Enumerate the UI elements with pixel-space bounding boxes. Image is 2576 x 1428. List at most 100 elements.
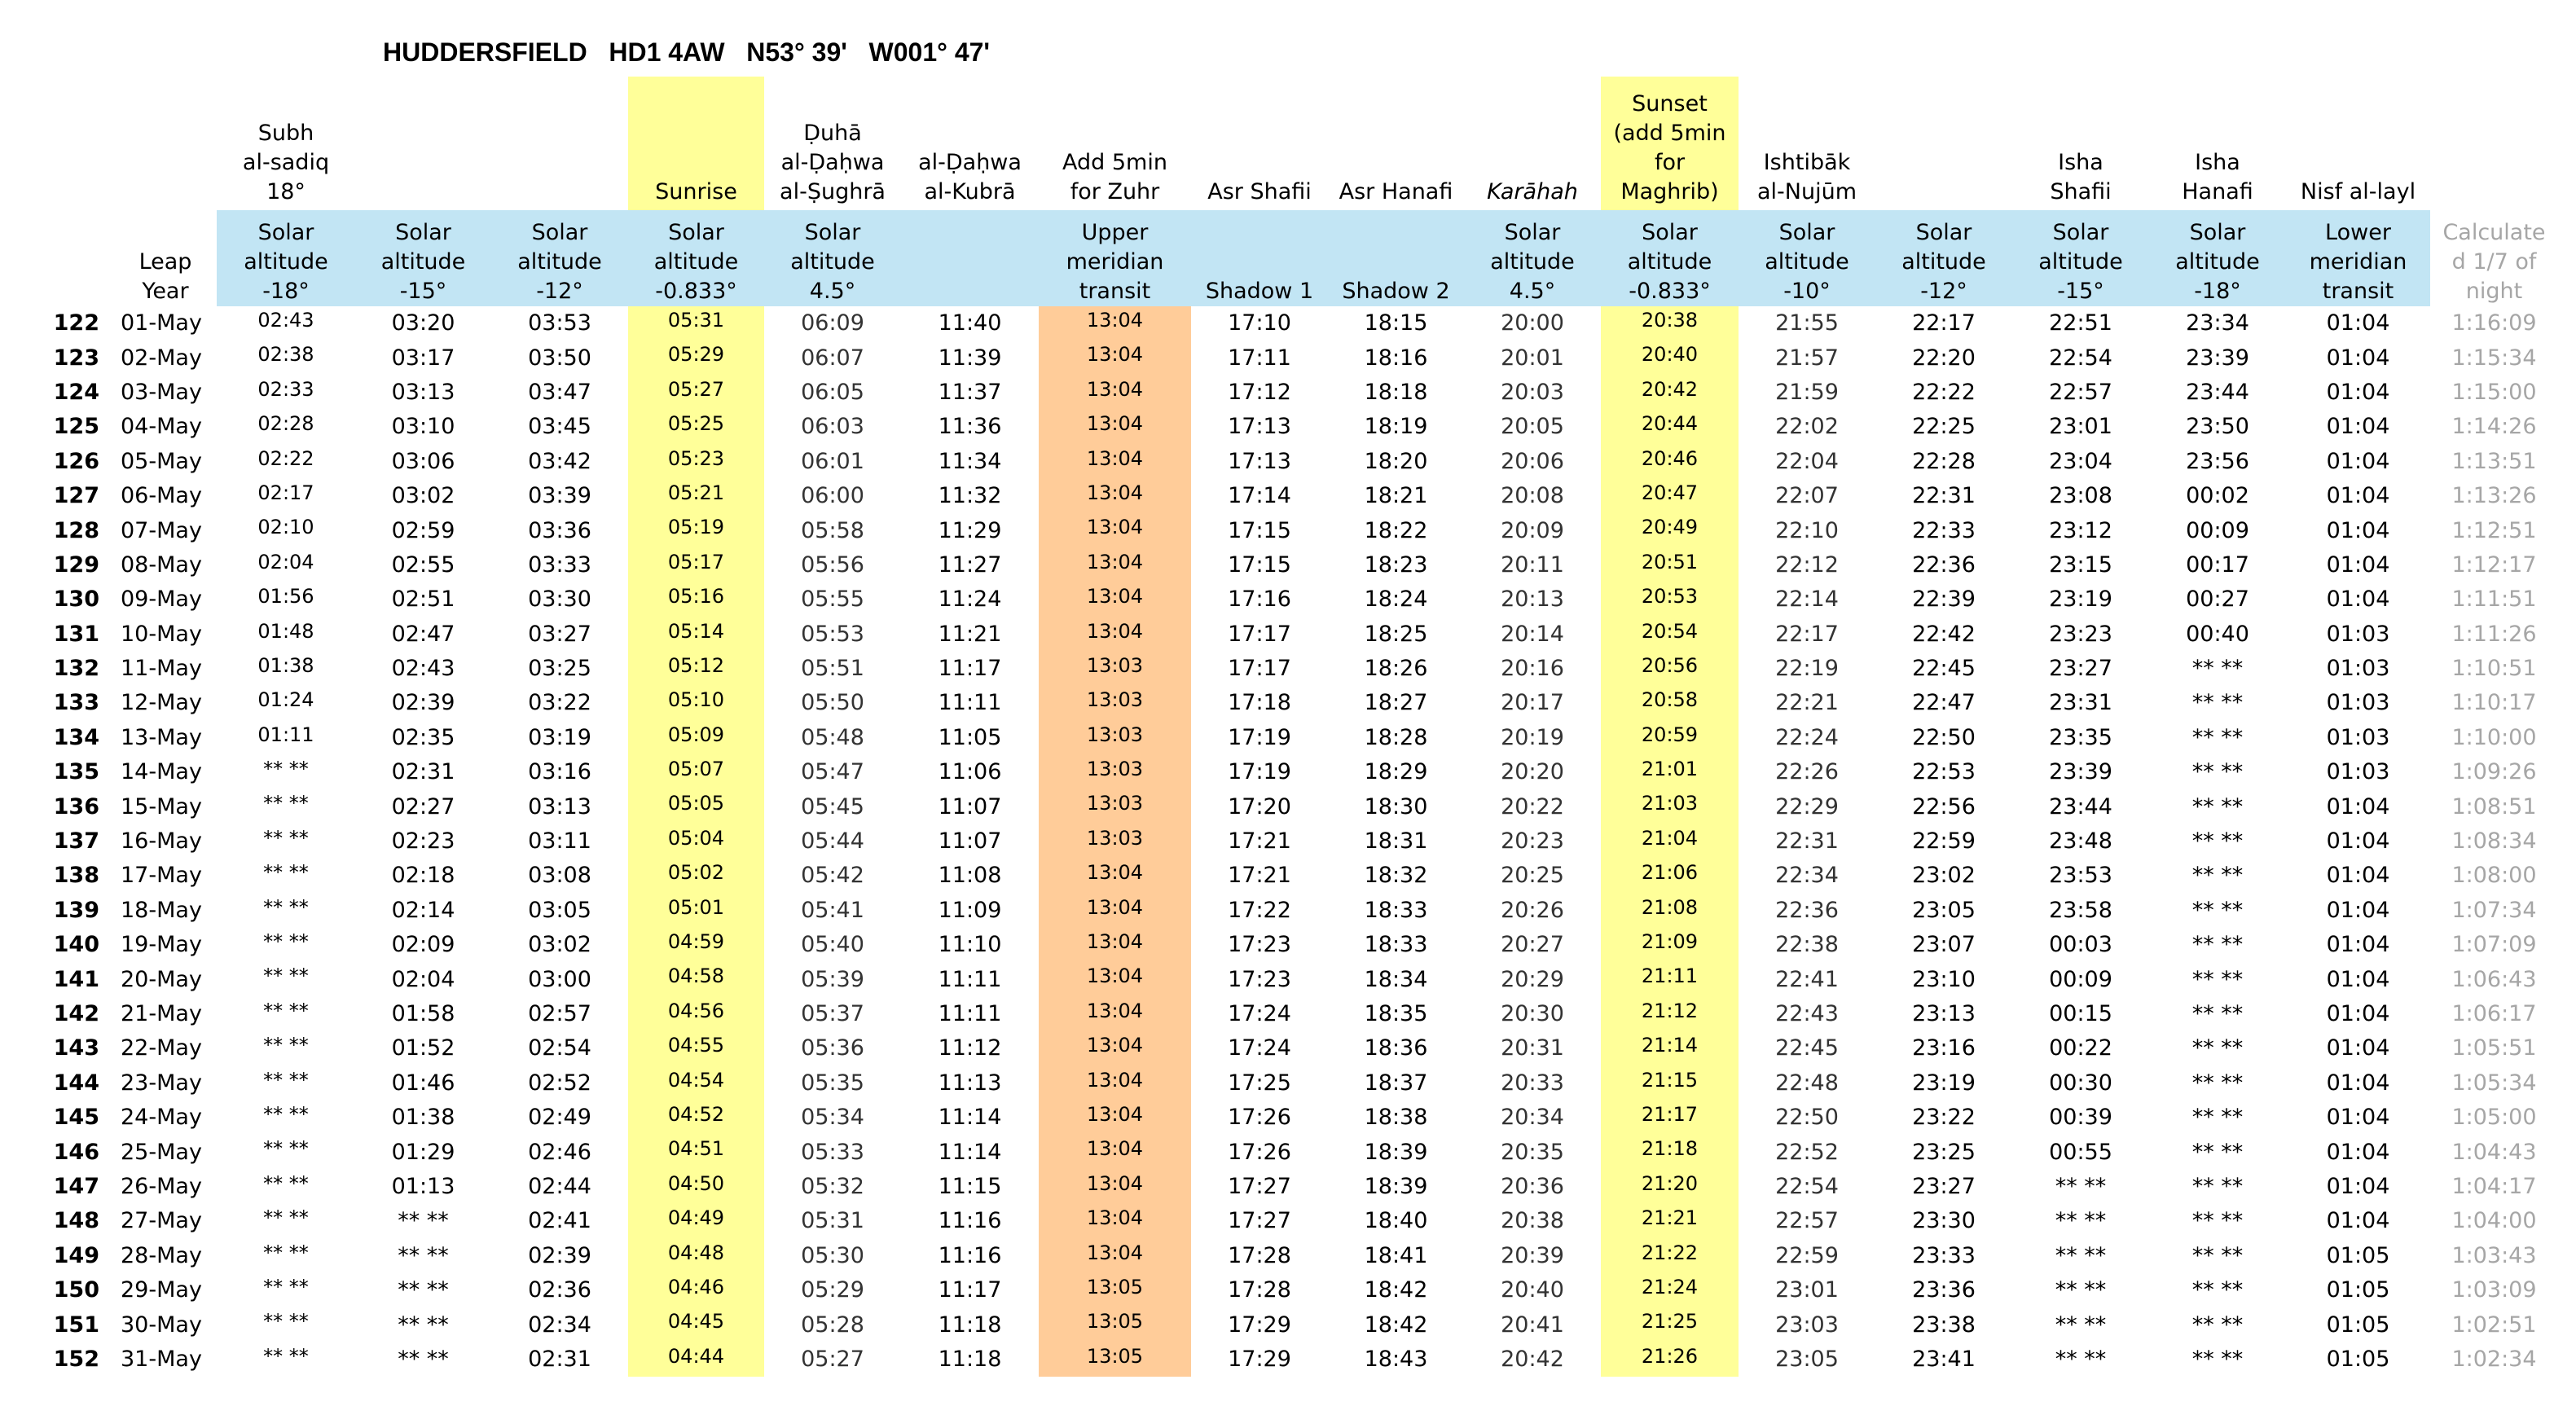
cell-karahah: 20:09	[1501, 517, 1564, 543]
cell-alt15: 02:39	[391, 690, 455, 716]
cell-ishtibak: 22:04	[1775, 448, 1839, 474]
cell-zuhr: 13:05	[1039, 1342, 1191, 1377]
cell-subh: ** **	[263, 1034, 309, 1057]
column-definition-date: Leap Year	[114, 210, 217, 306]
cell-karahah: 20:34	[1501, 1105, 1564, 1131]
column-title-calc	[2430, 77, 2558, 210]
cell-ishtibak: 23:03	[1775, 1312, 1839, 1338]
cell-nisf: 01:04	[2326, 828, 2390, 855]
cell-subh: 02:04	[257, 550, 314, 573]
cell-sunrise: 04:59	[628, 928, 764, 963]
cell-asr_hanafi: 18:27	[1364, 690, 1428, 716]
cell-ishtibak: 22:14	[1775, 587, 1839, 613]
cell-isha_hanafi: 00:09	[2186, 517, 2249, 543]
cell-isha_hanafi: ** **	[2191, 759, 2244, 785]
cell-date: 02-May	[121, 345, 202, 371]
cell-asr_shafii: 17:18	[1228, 690, 1291, 716]
cell-day: 133	[53, 690, 99, 716]
table-row: 128 07-May 02:10 02:59 03:36 05:19 05:58 11:29 1…	[33, 513, 2558, 548]
cell-ishtibak: 22:38	[1775, 932, 1839, 958]
cell-karahah: 20:14	[1501, 621, 1564, 647]
cell-asr_hanafi: 18:41	[1364, 1242, 1428, 1268]
cell-subh: ** **	[263, 999, 309, 1022]
cell-sunset: 21:04	[1601, 824, 1739, 859]
cell-karahah: 20:23	[1501, 828, 1564, 855]
cell-day: 138	[53, 863, 99, 889]
cell-alt12e: 22:50	[1912, 724, 1976, 750]
column-definition-kubra	[901, 210, 1039, 306]
cell-zuhr: 13:04	[1039, 341, 1191, 376]
cell-zuhr: 13:05	[1039, 1272, 1191, 1308]
cell-ishtibak: 22:12	[1775, 551, 1839, 578]
table-row: 144 23-May ** ** 01:46 02:52 04:54 05:35 11:13 1…	[33, 1066, 2558, 1101]
cell-alt12e: 22:17	[1912, 310, 1976, 336]
table-row: 127 06-May 02:17 03:02 03:39 05:21 06:00 11:32 1…	[33, 478, 2558, 514]
cell-day: 140	[53, 932, 99, 958]
cell-duha: 05:37	[801, 1001, 864, 1026]
cell-asr_shafii: 17:26	[1228, 1105, 1291, 1131]
cell-zuhr: 13:04	[1039, 859, 1191, 894]
cell-alt12e: 23:38	[1912, 1312, 1976, 1338]
cell-subh: ** **	[263, 792, 309, 815]
cell-isha_hanafi: ** **	[2191, 1139, 2244, 1165]
cell-alt12: 03:30	[528, 587, 591, 613]
table-row: 151 30-May ** ** ** ** 02:34 04:45 05:28 11:18 1…	[33, 1307, 2558, 1342]
cell-zuhr: 13:04	[1039, 478, 1191, 514]
cell-duha: 06:01	[801, 448, 864, 474]
cell-nisf: 01:04	[2326, 1173, 2390, 1199]
cell-isha_hanafi: ** **	[2191, 1070, 2244, 1096]
cell-sunset: 21:17	[1601, 1100, 1739, 1136]
cell-nisf: 01:04	[2326, 1105, 2390, 1131]
cell-sunrise: 04:55	[628, 1031, 764, 1066]
cell-asr_hanafi: 18:37	[1364, 1070, 1428, 1096]
cell-karahah: 20:36	[1501, 1173, 1564, 1199]
cell-calc: 1:02:51	[2451, 1312, 2537, 1338]
cell-kubra: 11:36	[938, 414, 1002, 440]
cell-isha_shafii: 23:23	[2049, 621, 2112, 647]
cell-alt12e: 22:33	[1912, 517, 1976, 543]
cell-karahah: 20:39	[1501, 1242, 1564, 1268]
cell-isha_shafii: ** **	[2055, 1173, 2107, 1199]
cell-alt12e: 23:36	[1912, 1277, 1976, 1303]
cell-zuhr: 13:03	[1039, 824, 1191, 859]
cell-alt12: 02:52	[528, 1070, 591, 1096]
cell-karahah: 20:41	[1501, 1312, 1564, 1338]
cell-ishtibak: 22:43	[1775, 1001, 1839, 1026]
cell-zuhr: 13:04	[1039, 1031, 1191, 1066]
column-definition-calc: Calculate d 1/7 of night	[2430, 210, 2558, 306]
cell-calc: 1:03:09	[2451, 1277, 2537, 1303]
cell-sunrise: 05:09	[628, 720, 764, 756]
cell-asr_hanafi: 18:32	[1364, 863, 1428, 889]
cell-alt12: 02:49	[528, 1105, 591, 1131]
cell-day: 135	[53, 759, 99, 785]
cell-isha_shafii: 23:31	[2049, 690, 2112, 716]
cell-duha: 06:00	[801, 483, 864, 509]
cell-duha: 05:51	[801, 656, 864, 682]
cell-ishtibak: 22:45	[1775, 1035, 1839, 1061]
cell-sunrise: 05:01	[628, 893, 764, 929]
cell-duha: 05:50	[801, 690, 864, 716]
cell-sunrise: 04:58	[628, 962, 764, 997]
cell-alt15: ** **	[398, 1277, 449, 1303]
cell-alt12e: 23:07	[1912, 932, 1976, 958]
cell-ishtibak: 22:02	[1775, 414, 1839, 440]
cell-alt15: 03:20	[391, 310, 455, 336]
cell-day: 145	[53, 1105, 99, 1131]
cell-alt12e: 23:16	[1912, 1035, 1976, 1061]
cell-isha_shafii: 23:08	[2049, 483, 2112, 509]
cell-isha_shafii: 22:57	[2049, 379, 2112, 405]
cell-zuhr: 13:05	[1039, 1307, 1191, 1342]
table-row: 142 21-May ** ** 01:58 02:57 04:56 05:37 11:11 1…	[33, 996, 2558, 1032]
cell-subh: 01:48	[257, 619, 314, 643]
cell-date: 23-May	[121, 1070, 202, 1096]
cell-date: 10-May	[121, 621, 202, 647]
cell-day: 139	[53, 897, 99, 923]
header-row-names: Subh al-sadiq 18° Sunrise Ḍuhā al-Ḍaḥwa al…	[33, 77, 2558, 210]
cell-ishtibak: 22:54	[1775, 1173, 1839, 1199]
cell-isha_shafii: 00:15	[2049, 1001, 2112, 1026]
cell-nisf: 01:03	[2326, 759, 2390, 785]
cell-karahah: 20:40	[1501, 1277, 1564, 1303]
cell-kubra: 11:40	[938, 310, 1002, 336]
cell-isha_shafii: 23:19	[2049, 587, 2112, 613]
column-title-ishtibak: Ishtibāk al-Nujūm	[1756, 150, 1857, 204]
